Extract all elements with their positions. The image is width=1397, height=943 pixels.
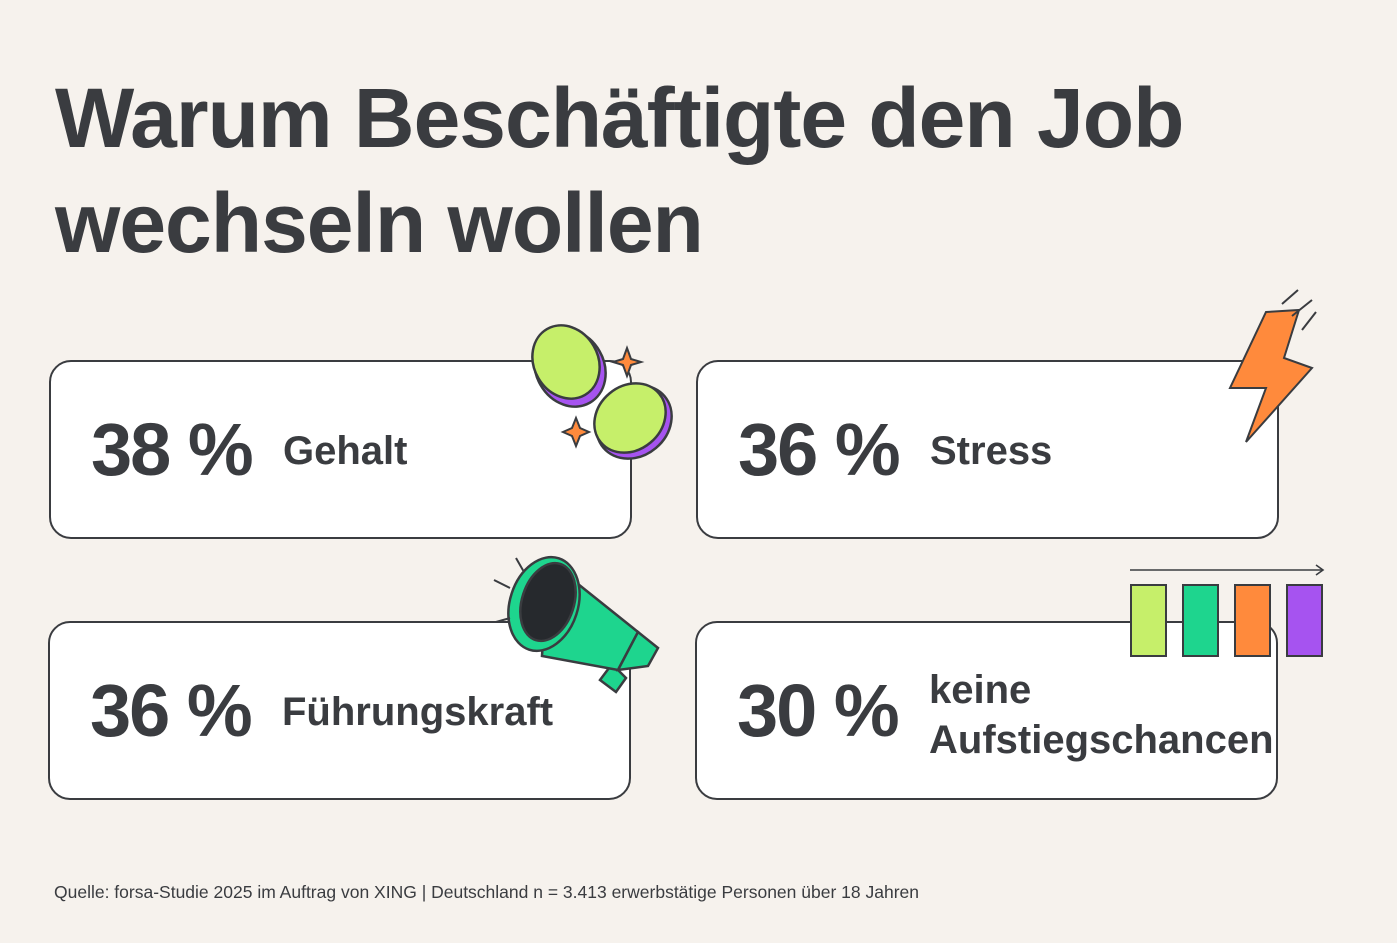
coins-icon [531, 324, 673, 460]
stat-label: keine Aufstiegschancen [929, 665, 1274, 765]
stat-value: 36 % [738, 408, 901, 491]
stat-card-aufstiegschancen: 30 % keine Aufstiegschancen [695, 621, 1278, 800]
stat-label: Gehalt [283, 429, 408, 473]
stat-card-gehalt: 38 % Gehalt [49, 360, 632, 539]
title-line-1: Warum Beschäftigte den Job [55, 71, 1184, 165]
page-title: Warum Beschäftigte den Job wechseln woll… [55, 66, 1315, 276]
stat-card-stress: 36 % Stress [696, 360, 1279, 539]
stat-label-line-1: keine [929, 668, 1032, 712]
source-note: Quelle: forsa-Studie 2025 im Auftrag von… [54, 882, 919, 902]
title-line-2: wechseln wollen [55, 176, 704, 270]
stat-label-line-2: Aufstiegschancen [929, 718, 1274, 762]
sparkle-icon [560, 415, 592, 449]
stat-label: Stress [930, 429, 1053, 473]
megaphone-icon [493, 555, 660, 694]
sparkle-icon [609, 345, 645, 379]
stat-value: 38 % [91, 408, 254, 491]
lightning-icon [1228, 289, 1317, 443]
stat-label: Führungskraft [282, 690, 554, 734]
growth-bars-icon [1130, 564, 1325, 657]
stat-value: 30 % [737, 669, 900, 752]
stat-value: 36 % [90, 669, 253, 752]
